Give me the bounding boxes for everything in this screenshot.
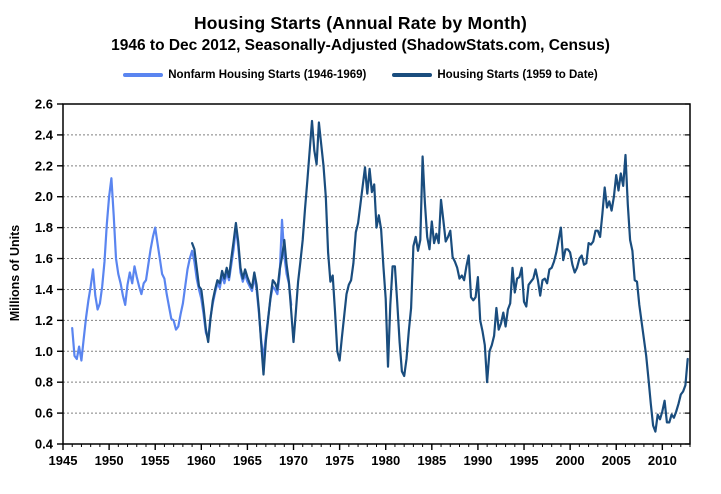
svg-text:1945: 1945 — [49, 453, 78, 468]
svg-text:1955: 1955 — [141, 453, 170, 468]
svg-text:0.4: 0.4 — [35, 437, 54, 452]
svg-text:0.8: 0.8 — [35, 375, 53, 390]
svg-text:1.2: 1.2 — [35, 313, 53, 328]
legend-line-sample-light — [123, 73, 164, 77]
chart-legend: Nonfarm Housing Starts (1946-1969) Housi… — [0, 66, 721, 84]
chart-title: Housing Starts (Annual Rate by Month) — [193, 13, 528, 33]
svg-text:1990: 1990 — [463, 453, 492, 468]
svg-text:1.8: 1.8 — [35, 220, 53, 235]
svg-text:2.2: 2.2 — [35, 158, 53, 173]
svg-text:1985: 1985 — [417, 453, 446, 468]
legend-item-nonfarm: Nonfarm Housing Starts (1946-1969) — [123, 69, 366, 81]
svg-text:2010: 2010 — [648, 453, 677, 468]
legend-label-nonfarm: Nonfarm Housing Starts (1946-1969) — [168, 69, 367, 81]
svg-text:1975: 1975 — [325, 453, 354, 468]
svg-text:2.0: 2.0 — [35, 189, 53, 204]
chart-subtitle: 1946 to Dec 2012, Seasonally-Adjusted (S… — [111, 37, 610, 54]
svg-text:2.4: 2.4 — [35, 127, 54, 142]
svg-text:2000: 2000 — [556, 453, 585, 468]
svg-text:1.0: 1.0 — [35, 344, 53, 359]
legend-line-sample-dark — [392, 73, 433, 77]
svg-text:0.6: 0.6 — [35, 406, 53, 421]
svg-text:2.6: 2.6 — [35, 97, 53, 112]
legend-item-total: Housing Starts (1959 to Date) — [392, 69, 598, 81]
svg-text:1950: 1950 — [95, 453, 124, 468]
svg-text:1980: 1980 — [371, 453, 400, 468]
svg-text:1970: 1970 — [279, 453, 308, 468]
svg-text:2005: 2005 — [602, 453, 631, 468]
svg-text:1960: 1960 — [187, 453, 216, 468]
svg-text:1.4: 1.4 — [35, 282, 54, 297]
legend-label-total: Housing Starts (1959 to Date) — [437, 69, 598, 81]
svg-text:1995: 1995 — [510, 453, 539, 468]
svg-text:1965: 1965 — [233, 453, 262, 468]
svg-text:1.6: 1.6 — [35, 251, 53, 266]
